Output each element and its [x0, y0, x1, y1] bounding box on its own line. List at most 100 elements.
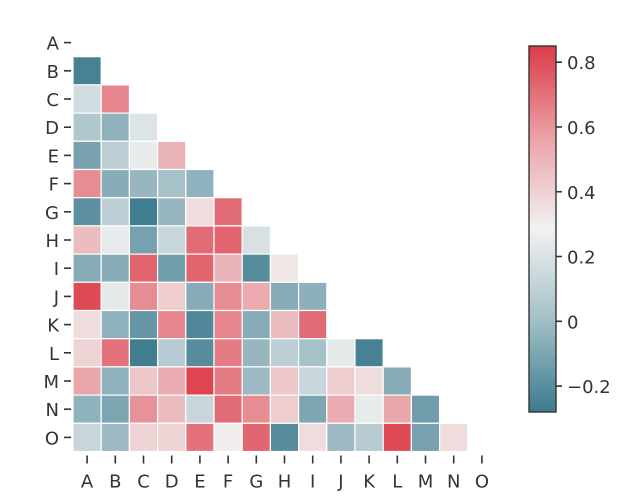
x-tick-label: F — [223, 472, 233, 493]
colorbar-tick-label: 0.8 — [567, 53, 596, 74]
heatmap-cell-O-F — [213, 422, 243, 453]
x-tick-label: D — [165, 472, 179, 493]
heatmap-cell-O-K — [354, 422, 384, 453]
heatmap-cell-N-I — [298, 394, 328, 424]
heatmap-cell-J-C — [128, 281, 159, 312]
heatmap-cell-J-D — [157, 281, 187, 312]
y-tick-label: L — [49, 344, 59, 365]
x-tick-label: C — [137, 472, 150, 493]
colorbar-gradient — [528, 45, 557, 413]
heatmap-cell-C-A — [72, 84, 102, 114]
y-tick-label: G — [45, 203, 59, 224]
heatmap-cell-L-D — [157, 338, 187, 368]
y-tick-label: N — [46, 400, 59, 421]
heatmap-cell-K-G — [241, 309, 271, 340]
y-tick-label: A — [47, 34, 60, 55]
heatmap-cell-O-H — [269, 422, 300, 453]
heatmap-cell-H-E — [185, 225, 215, 255]
x-tick-label: N — [447, 472, 460, 493]
colorbar-tick-label: 0.6 — [567, 118, 596, 139]
heatmap-cell-D-B — [100, 112, 130, 142]
heatmap-cell-M-A — [72, 366, 102, 396]
heatmap-cell-N-J — [326, 394, 356, 424]
heatmap-cell-E-A — [72, 140, 102, 171]
heatmap-cell-M-F — [213, 366, 243, 396]
heatmap-cell-I-H — [269, 253, 300, 283]
colorbar: −0.2 0 0.2 0.4 0.6 0.8 — [528, 45, 611, 413]
heatmap-cell-J-E — [185, 281, 215, 312]
y-tick-label: B — [47, 62, 59, 83]
heatmap-cell-K-A — [72, 309, 102, 340]
heatmap-cell-M-E — [185, 366, 215, 396]
heatmap-cell-F-C — [128, 168, 159, 199]
heatmap-cell-I-B — [100, 253, 130, 283]
heatmap-cell-O-M — [410, 422, 441, 453]
heatmap-cell-O-C — [128, 422, 159, 453]
heatmap-cell-N-H — [269, 394, 300, 424]
x-tick-label: E — [194, 472, 205, 493]
heatmap-cell-N-M — [410, 394, 441, 424]
heatmap-cell-O-G — [241, 422, 271, 453]
heatmap-cell-N-B — [100, 394, 130, 424]
heatmap-cell-L-K — [354, 338, 384, 368]
heatmap-cell-M-K — [354, 366, 384, 396]
heatmap-cell-F-A — [72, 168, 102, 199]
colorbar-tick-label: −0.2 — [567, 377, 611, 398]
heatmap-cell-O-E — [185, 422, 215, 453]
heatmap-cell-I-D — [157, 253, 187, 283]
heatmap-cell-H-B — [100, 225, 130, 255]
heatmap-cell-N-L — [382, 394, 413, 424]
heatmap-cell-J-F — [213, 281, 243, 312]
heatmap-cell-O-B — [100, 422, 130, 453]
x-tick-label: L — [392, 472, 402, 493]
heatmap-cell-I-F — [213, 253, 243, 283]
colorbar-tick-label: 0 — [567, 312, 578, 333]
heatmap-cell-O-D — [157, 422, 187, 453]
y-tick-label: D — [45, 118, 59, 139]
heatmap-cell-K-F — [213, 309, 243, 340]
colorbar-tick-label: 0.2 — [567, 248, 596, 269]
x-tick-label: O — [475, 472, 489, 493]
heatmap-cell-I-A — [72, 253, 102, 283]
heatmap-cell-M-B — [100, 366, 130, 396]
heatmap-cell-K-C — [128, 309, 159, 340]
y-tick-label: O — [45, 428, 59, 449]
heatmap-cell-K-H — [269, 309, 300, 340]
x-tick-label: G — [249, 472, 263, 493]
heatmap-cell-H-C — [128, 225, 159, 255]
heatmap-cell-O-L — [382, 422, 413, 453]
heatmap-cell-N-K — [354, 394, 384, 424]
x-tick-label: B — [109, 472, 121, 493]
heatmap-cell-K-B — [100, 309, 130, 340]
heatmap-cell-E-D — [157, 140, 187, 171]
heatmap-cell-N-C — [128, 394, 159, 424]
heatmap-cell-F-B — [100, 168, 130, 199]
heatmap-cell-J-A — [72, 281, 102, 312]
heatmap-cell-F-E — [185, 168, 215, 199]
heatmap-cell-E-C — [128, 140, 159, 171]
heatmap-cell-N-E — [185, 394, 215, 424]
heatmap-cell-O-N — [439, 422, 469, 453]
heatmap-cell-L-G — [241, 338, 271, 368]
heatmap-cell-N-D — [157, 394, 187, 424]
colorbar-tick-label: 0.4 — [567, 183, 596, 204]
heatmap-cell-I-C — [128, 253, 159, 283]
heatmap-cells — [72, 56, 469, 453]
heatmap-cell-E-B — [100, 140, 130, 171]
heatmap-cell-I-E — [185, 253, 215, 283]
heatmap-cell-L-H — [269, 338, 300, 368]
x-tick-label: A — [81, 472, 94, 493]
heatmap-cell-L-A — [72, 338, 102, 368]
heatmap-cell-D-A — [72, 112, 102, 142]
heatmap-cell-M-G — [241, 366, 271, 396]
heatmap-cell-D-C — [128, 112, 159, 142]
heatmap-cell-L-B — [100, 338, 130, 368]
heatmap-cell-K-E — [185, 309, 215, 340]
heatmap-cell-G-B — [100, 197, 130, 227]
heatmap-cell-L-J — [326, 338, 356, 368]
x-tick-label: H — [278, 472, 292, 493]
heatmap-cell-O-J — [326, 422, 356, 453]
heatmap-cell-G-E — [185, 197, 215, 227]
heatmap-cell-K-I — [298, 309, 328, 340]
